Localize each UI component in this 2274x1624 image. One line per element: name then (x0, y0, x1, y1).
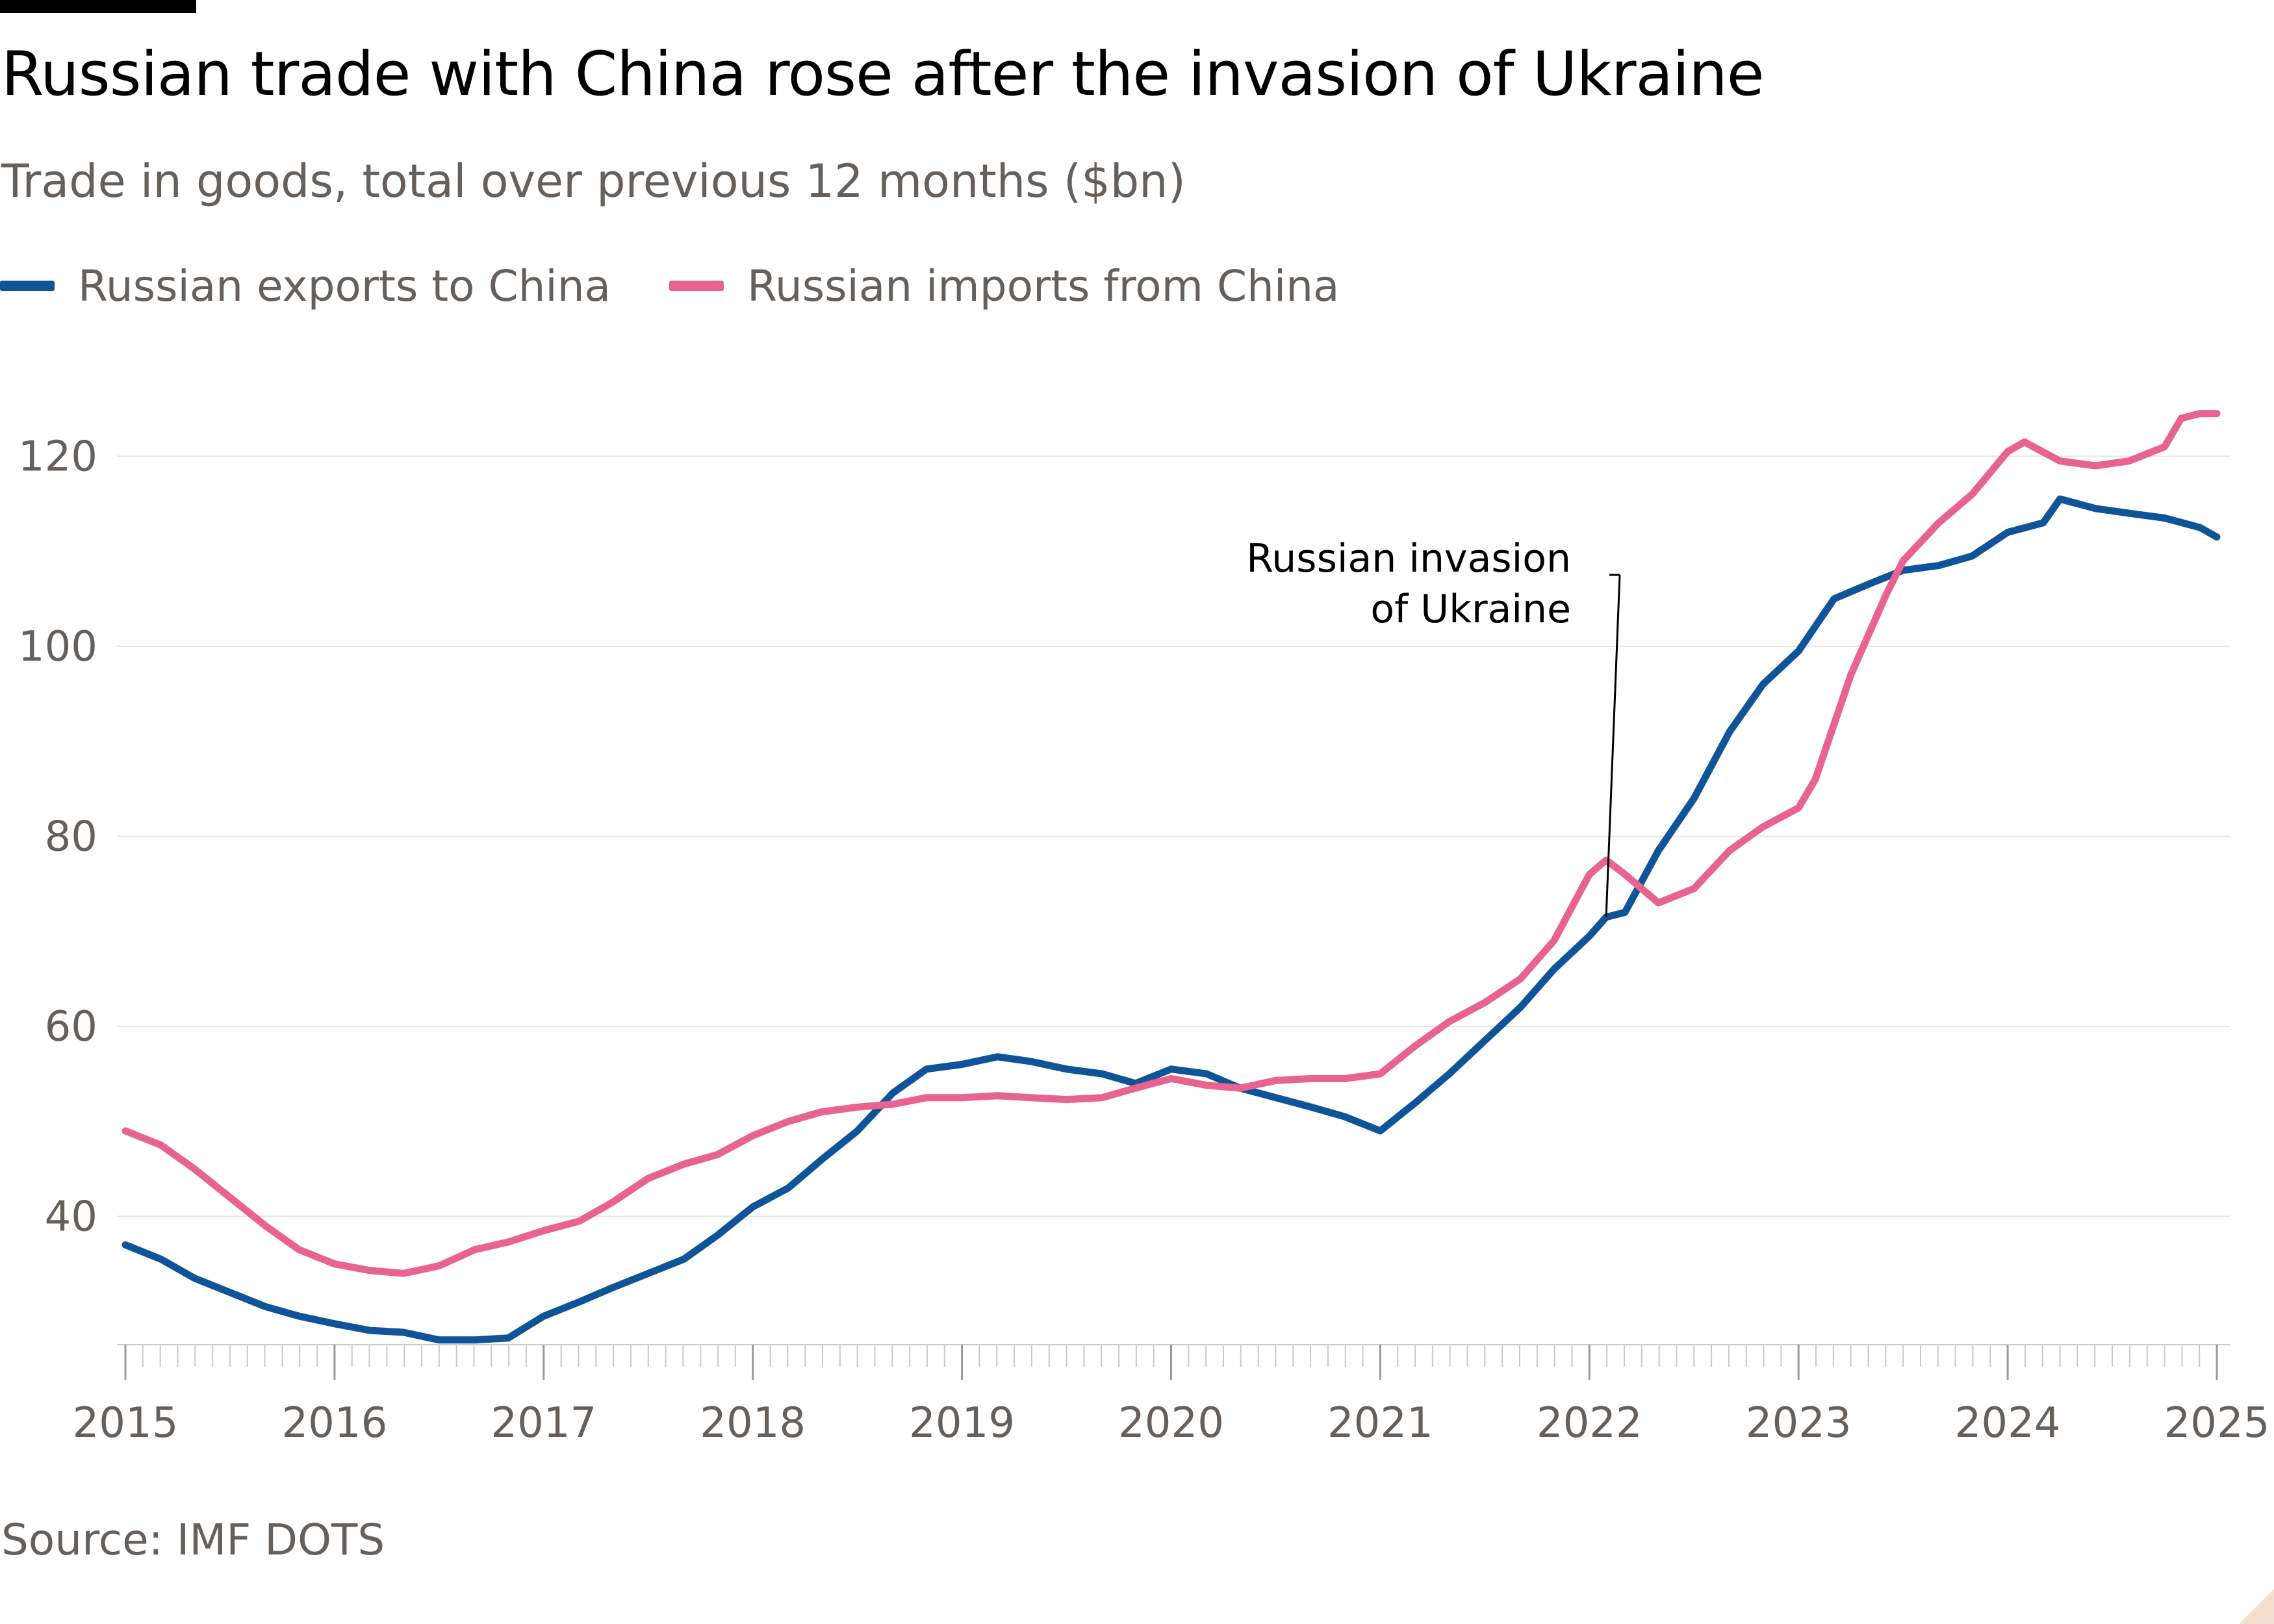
x-axis: 2015 2016 2017 2018 2019 2020 2021 2022 2023 2024… (73, 1344, 2270, 1447)
y-tick-label: 40 (45, 1193, 97, 1241)
x-tick-label: 2023 (1746, 1399, 1852, 1447)
annotation-text-line: Russian invasion (1246, 536, 1571, 581)
legend-swatch-imports (669, 281, 724, 291)
brand-top-bar (0, 0, 196, 13)
series-line-imports (121, 410, 2221, 1277)
annotation-leader-line (1605, 574, 1621, 917)
gridlines: 40 60 80 100 120 (18, 433, 2230, 1241)
legend-label-exports: Russian exports to China (78, 260, 611, 311)
chart-subtitle: Trade in goods, total over previous 12 m… (1, 155, 1186, 208)
x-tick-label: 2024 (1955, 1399, 2061, 1447)
legend-item-imports: Russian imports from China (669, 260, 1339, 312)
series-line-exports (121, 495, 2221, 1344)
y-tick-label: 120 (18, 433, 97, 481)
x-tick-label: 2015 (73, 1399, 179, 1447)
x-tick-label: 2020 (1118, 1399, 1224, 1447)
y-tick-label: 100 (18, 623, 97, 671)
x-tick-label: 2025 (2164, 1399, 2270, 1447)
y-tick-label: 80 (45, 813, 97, 861)
x-tick-label: 2019 (909, 1399, 1015, 1447)
x-tick-label: 2018 (700, 1399, 806, 1447)
y-tick-label: 60 (45, 1003, 97, 1051)
legend-item-exports: Russian exports to China (0, 260, 611, 312)
chart-title: Russian trade with China rose after the … (1, 39, 1765, 110)
annotation-text-line: of Ukraine (1370, 587, 1571, 632)
legend-label-imports: Russian imports from China (747, 260, 1340, 311)
series-lines (121, 410, 2221, 1344)
annotation: Russian invasion of Ukraine (1246, 536, 1621, 917)
x-tick-label: 2021 (1327, 1399, 1433, 1447)
source-note: Source: IMF DOTS (1, 1515, 385, 1565)
legend-swatch-exports (0, 281, 55, 291)
x-tick-label: 2016 (281, 1399, 387, 1447)
corner-fold (2239, 1589, 2274, 1624)
x-tick-label: 2022 (1537, 1399, 1642, 1447)
x-tick-label: 2017 (491, 1399, 596, 1447)
